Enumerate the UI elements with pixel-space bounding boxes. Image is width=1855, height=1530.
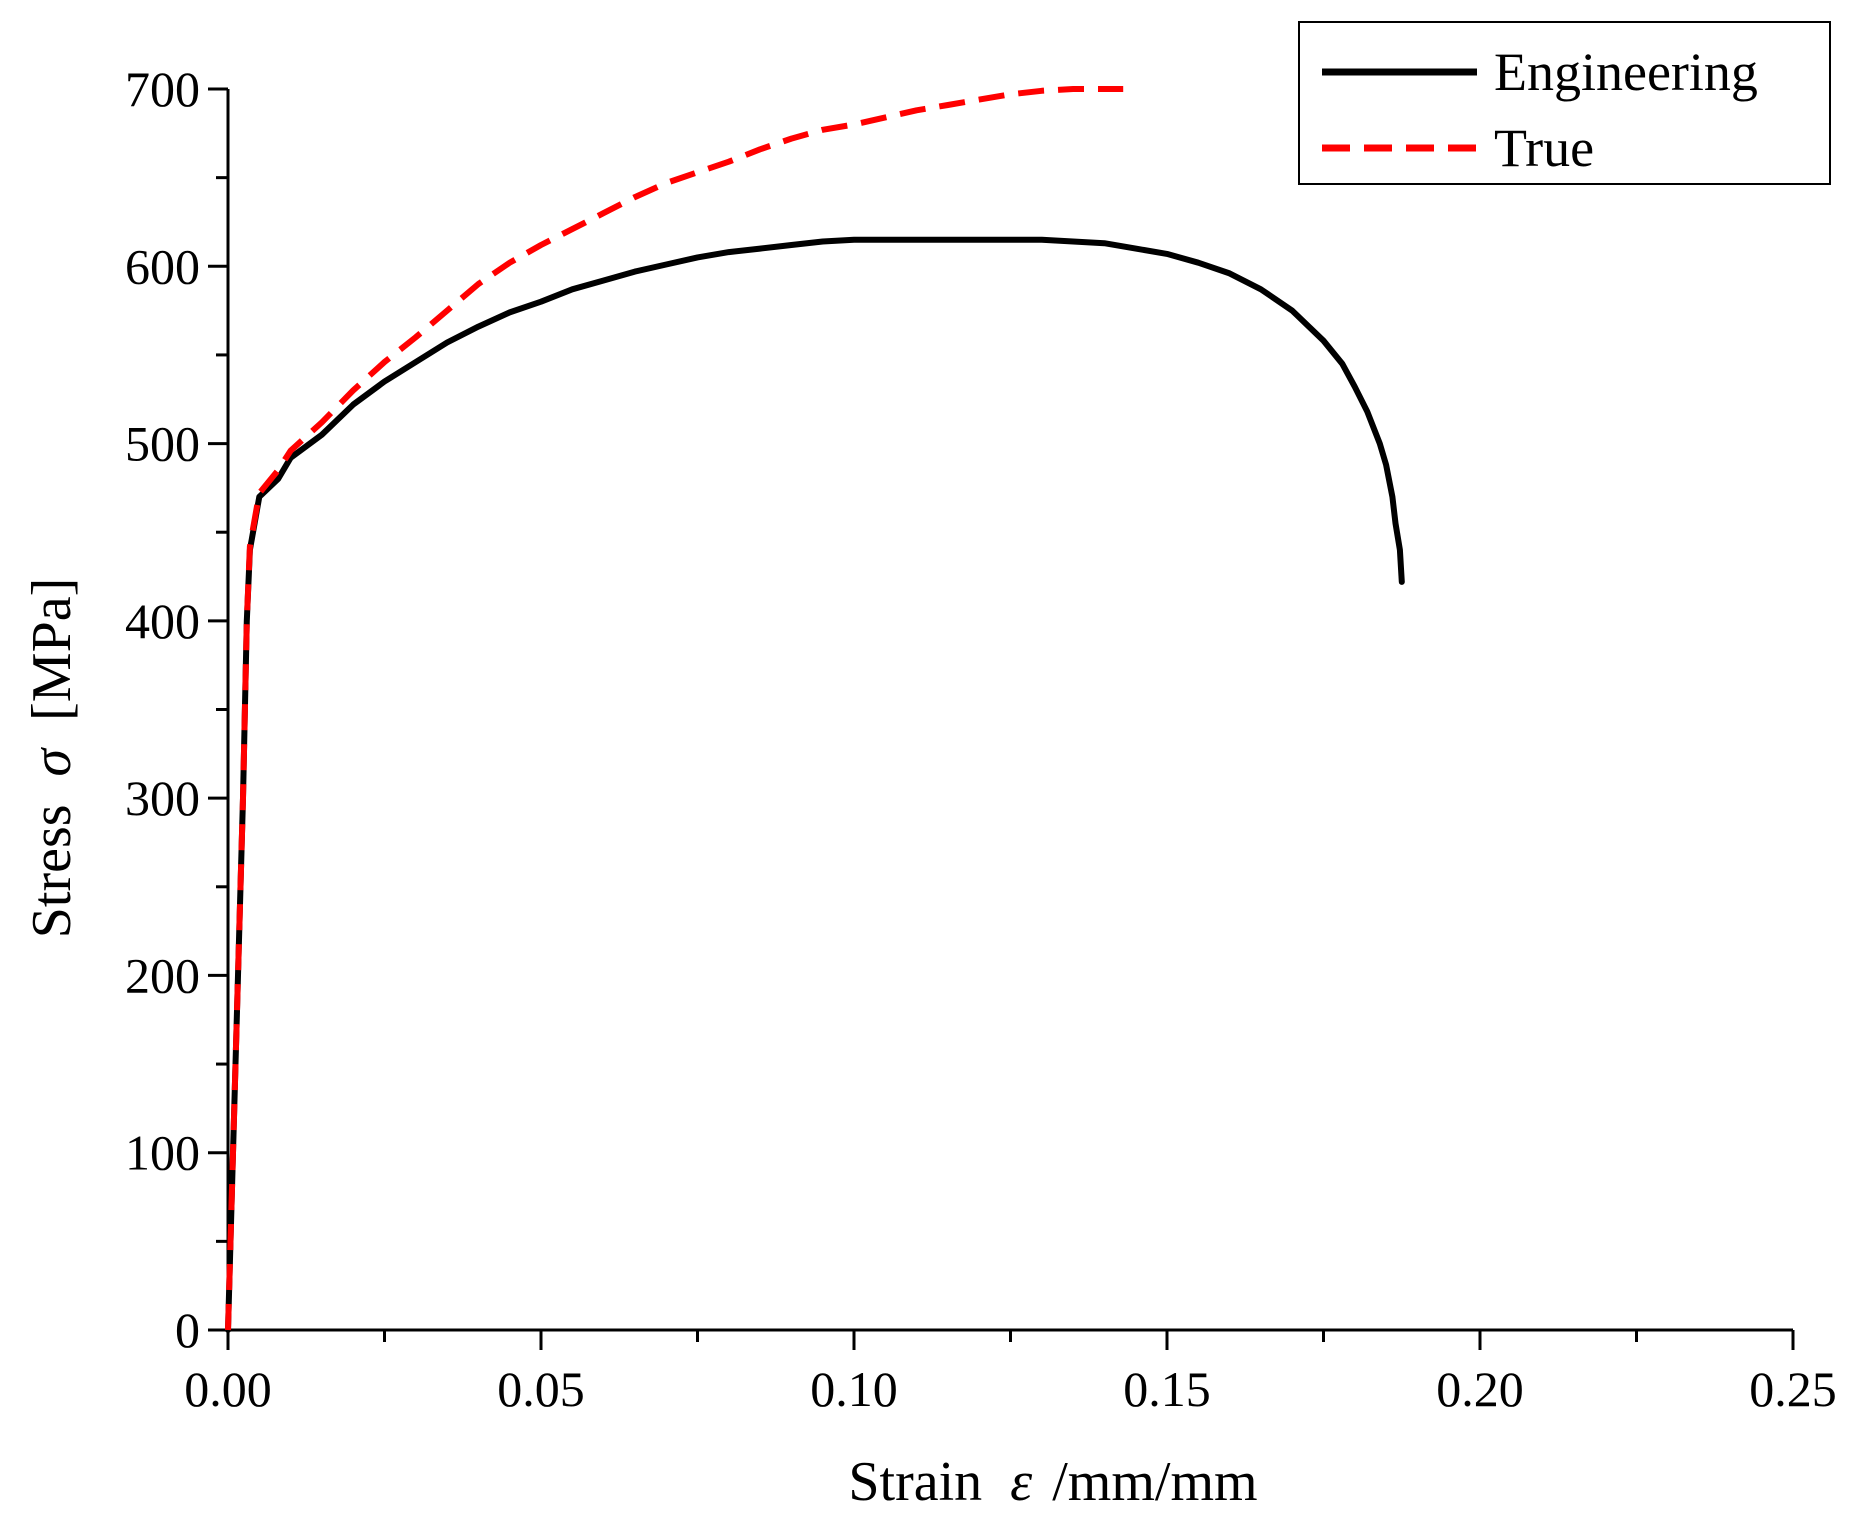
- x-axis-title-prefix: Strain: [848, 1451, 982, 1513]
- legend-box: [1298, 21, 1831, 185]
- y-axis-title-symbol: σ: [21, 746, 83, 776]
- x-tick-label: 0.20: [1436, 1361, 1524, 1417]
- x-axis-title: Strain ε /mm/mm: [848, 1451, 1257, 1513]
- x-axis-title-symbol: ε: [1010, 1451, 1033, 1513]
- x-tick-label: 0.15: [1123, 1361, 1211, 1417]
- data-series: [225, 86, 1405, 1333]
- y-axis: 0 100 200 300 400 500 600 700: [125, 61, 230, 1358]
- x-tick-label: 0.10: [810, 1361, 898, 1417]
- y-tick-label: 600: [125, 238, 200, 294]
- y-tick-label: 500: [125, 416, 200, 472]
- y-tick-label: 300: [125, 770, 200, 826]
- series-line-engineering: [225, 236, 1405, 1333]
- x-tick-label: 0.00: [184, 1361, 272, 1417]
- x-axis: 0.00 0.05 0.10 0.15 0.20 0.25: [184, 1328, 1837, 1417]
- legend-label-true: True: [1494, 118, 1594, 178]
- y-tick-label: 700: [125, 61, 200, 117]
- y-tick-label: 0: [175, 1302, 200, 1358]
- legend-label-engineering: Engineering: [1494, 42, 1758, 102]
- y-axis-title-suffix: [MPa]: [21, 578, 83, 721]
- x-tick-label: 0.05: [497, 1361, 585, 1417]
- y-tick-label: 200: [125, 947, 200, 1003]
- series-line-true: [225, 86, 1124, 1331]
- x-axis-title-suffix: /mm/mm: [1052, 1451, 1257, 1513]
- y-axis-title: Stress σ [MPa]: [21, 578, 83, 939]
- y-tick-label: 400: [125, 593, 200, 649]
- x-tick-label: 0.25: [1749, 1361, 1837, 1417]
- legend: Engineering True: [1298, 21, 1831, 185]
- y-axis-title-prefix: Stress: [21, 804, 83, 938]
- y-tick-label: 100: [125, 1125, 200, 1181]
